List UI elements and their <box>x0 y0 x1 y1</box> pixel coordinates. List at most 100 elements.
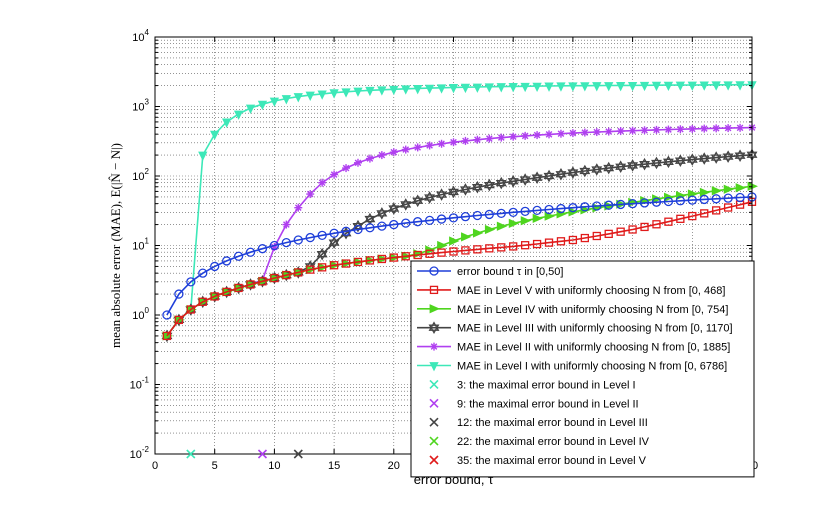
series-line <box>166 201 753 337</box>
data-point <box>330 170 339 179</box>
marker-part <box>436 191 448 201</box>
data-point <box>735 183 747 193</box>
marker-part <box>688 125 696 133</box>
legend-entry: 12: the maximal error bound in Level III <box>429 417 648 429</box>
marker-part <box>485 135 493 142</box>
marker-part <box>605 128 613 135</box>
marker-part <box>710 151 722 161</box>
legend-label: 35: the maximal error bound in Level V <box>457 455 647 467</box>
data-point <box>627 159 639 172</box>
data-point <box>567 166 579 179</box>
data-point <box>352 219 364 233</box>
marker-part <box>662 158 674 169</box>
data-point <box>316 247 328 261</box>
marker-part <box>519 176 531 186</box>
data-point <box>377 86 387 96</box>
data-point <box>245 247 256 257</box>
data-point <box>509 132 518 141</box>
data-point <box>712 206 721 215</box>
data-point <box>210 130 220 141</box>
data-point <box>580 205 591 215</box>
data-point <box>437 248 446 257</box>
data-point <box>389 85 399 96</box>
data-point <box>318 263 327 272</box>
legend-entry: MAE in Level V with uniformly choosing N… <box>417 285 725 297</box>
marker-part <box>186 449 196 459</box>
data-point <box>675 196 686 206</box>
data-point <box>556 82 566 92</box>
data-point <box>722 150 734 163</box>
legend-entry: 3: the maximal error bound in Level I <box>429 379 636 391</box>
series-layer <box>161 81 758 343</box>
data-point <box>461 232 472 242</box>
legend-entry: MAE in Level IV with uniformly choosing … <box>417 304 728 316</box>
data-point <box>687 195 697 205</box>
legend-marker <box>429 417 439 427</box>
data-point <box>603 161 615 175</box>
data-point <box>520 206 530 217</box>
data-point <box>543 169 555 183</box>
data-point <box>580 82 590 92</box>
marker-part <box>429 417 439 427</box>
marker-part <box>591 166 603 176</box>
legend-label: MAE in Level III with uniformly choosing… <box>457 323 733 335</box>
data-point <box>317 230 327 240</box>
marker-part <box>555 167 567 178</box>
marker-part <box>293 449 303 459</box>
marker-part <box>686 156 698 166</box>
y-tick-label: 101 <box>132 237 149 253</box>
data-point <box>233 110 244 120</box>
legend-label: 3: the maximal error bound in Level I <box>457 379 636 391</box>
data-point <box>532 213 544 223</box>
marker-part <box>294 204 302 212</box>
data-point <box>437 139 446 148</box>
marker-part <box>430 343 438 350</box>
marker-part <box>426 142 433 149</box>
data-point <box>555 167 567 181</box>
data-point <box>652 220 661 229</box>
data-point <box>245 104 256 114</box>
marker-part <box>330 171 338 178</box>
data-point <box>544 238 554 247</box>
marker-part <box>736 124 744 132</box>
data-point <box>471 180 483 194</box>
marker-part <box>710 154 722 164</box>
data-point <box>627 199 638 209</box>
marker-part <box>507 178 519 188</box>
data-point <box>400 198 412 211</box>
marker-part <box>509 133 517 140</box>
marker-part <box>641 126 648 134</box>
data-point <box>662 155 674 169</box>
data-point <box>413 250 422 260</box>
data-point <box>317 90 327 100</box>
legend-label: 12: the maximal error bound in Level III <box>457 417 648 429</box>
marker-part <box>555 171 567 181</box>
legend-entry: 9: the maximal error bound in Level II <box>429 398 639 410</box>
marker-part <box>567 169 579 179</box>
marker-part <box>495 179 507 190</box>
series-6 <box>162 81 757 342</box>
marker-part <box>316 247 328 258</box>
data-point <box>329 89 339 99</box>
legend-marker <box>429 398 439 408</box>
data-point <box>483 178 495 192</box>
data-point <box>293 235 303 245</box>
data-point <box>353 158 362 167</box>
data-point <box>723 193 733 203</box>
data-point <box>210 261 220 272</box>
data-point <box>651 81 662 92</box>
data-point <box>639 157 650 171</box>
data-point <box>568 129 577 138</box>
x-tick-label: 10 <box>268 460 280 472</box>
data-point <box>711 194 721 204</box>
x-tick-label: 20 <box>388 460 400 472</box>
marker-part <box>342 164 350 172</box>
y-axis-title: mean absolute error (MAE), E(|N̂ − N|) <box>108 143 123 348</box>
data-point <box>496 83 506 93</box>
legend-marker <box>429 379 439 389</box>
data-point <box>162 310 172 320</box>
data-point <box>652 125 661 134</box>
data-point <box>532 239 542 249</box>
data-point <box>365 223 375 233</box>
data-point <box>604 200 614 210</box>
